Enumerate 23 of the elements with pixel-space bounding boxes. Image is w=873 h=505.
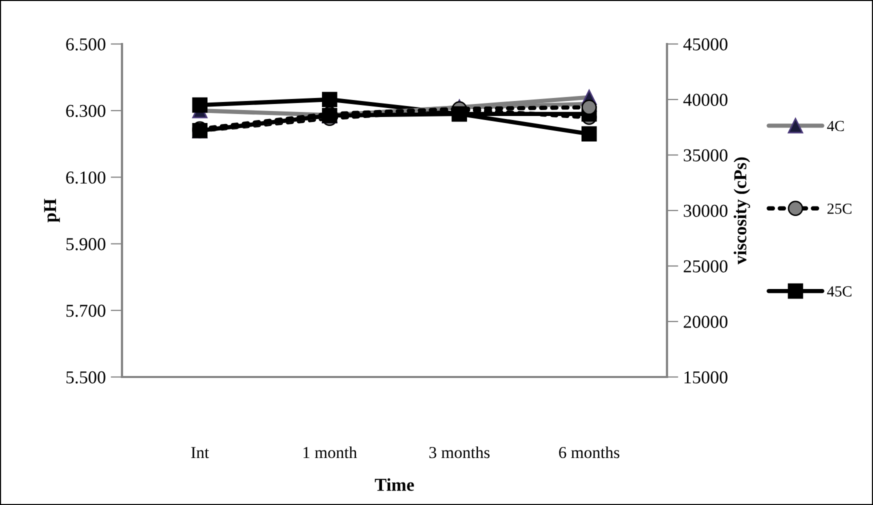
legend-label: 4C <box>827 120 844 132</box>
y2-tick-label: 40000 <box>683 94 728 106</box>
x-axis-title: Time <box>374 478 414 491</box>
y2-tick-label: 20000 <box>684 316 728 328</box>
y2-tick-label: 25000 <box>684 260 728 272</box>
y2-tick-label: 30000 <box>684 204 728 217</box>
y2-axis-title: viscosity (cPs) <box>734 157 750 264</box>
y-tick-label: 6.300 <box>66 104 106 118</box>
y-tick-label: 5.900 <box>66 238 106 250</box>
y-tick-label: 5.500 <box>66 371 106 384</box>
legend-label: 25C <box>827 204 852 214</box>
x-tick-label: 6 months <box>559 446 620 458</box>
y2-tick-label: 45000 <box>683 38 728 50</box>
y-tick-label: 6.100 <box>66 171 106 184</box>
legend-label: 45C <box>827 286 852 297</box>
x-tick-label: 3 months <box>429 446 490 458</box>
y-tick-label: 6.500 <box>66 38 106 51</box>
x-tick-label: 1 month <box>304 446 357 458</box>
y-axis-title: pH <box>44 198 60 222</box>
y2-tick-label: 15000 <box>684 371 728 384</box>
y2-tick-label: 35000 <box>684 149 728 162</box>
y-tick-label: 5.700 <box>66 304 106 317</box>
x-tick-label: Int <box>191 447 210 458</box>
